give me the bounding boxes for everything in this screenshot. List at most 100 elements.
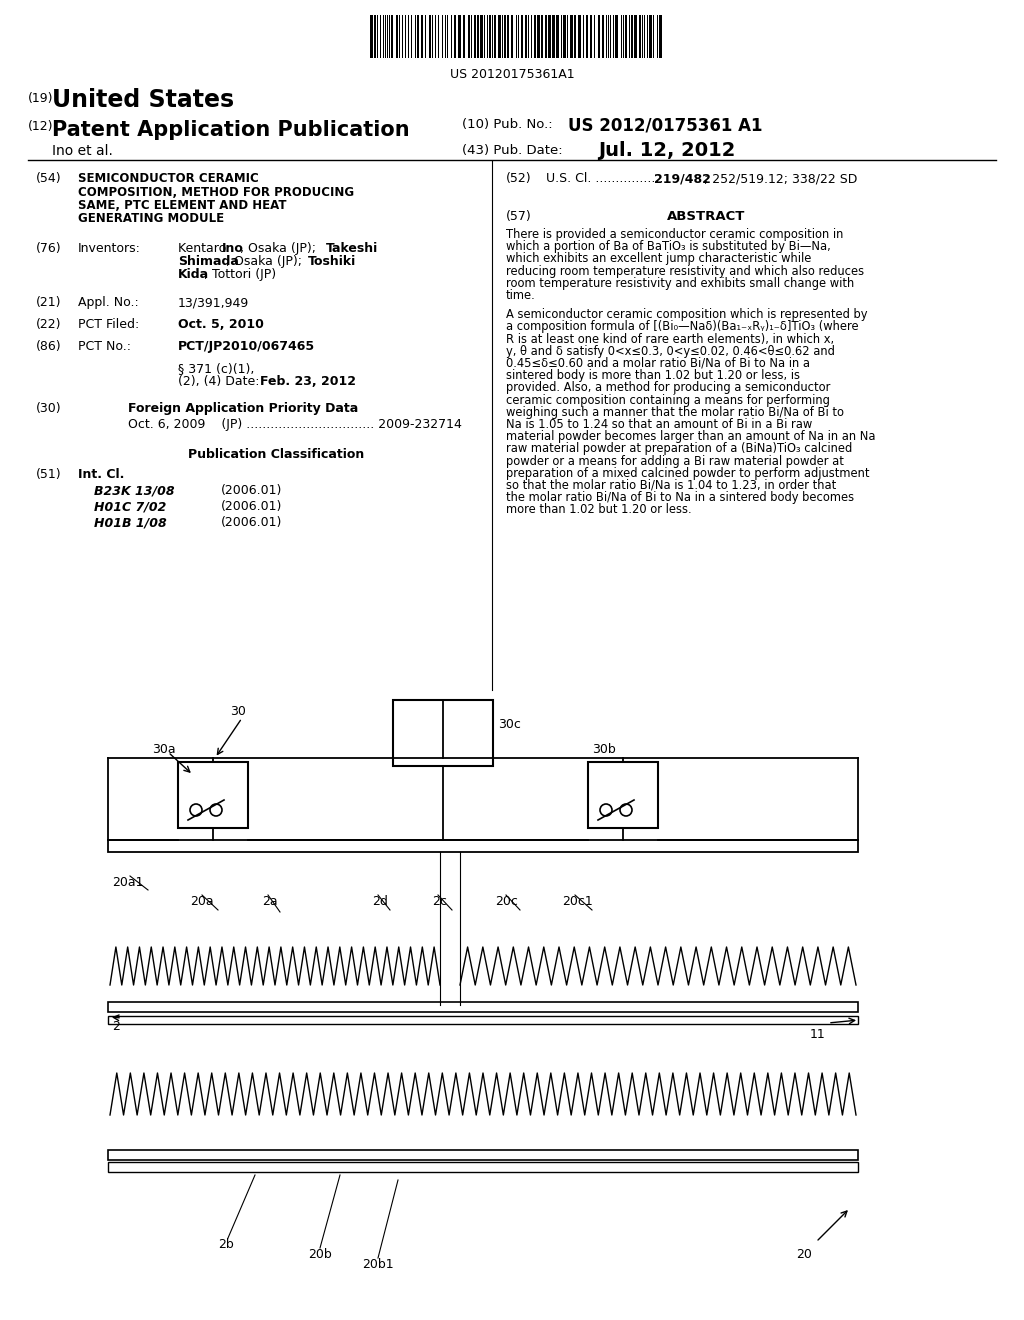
Text: which a portion of Ba of BaTiO₃ is substituted by Bi—Na,: which a portion of Ba of BaTiO₃ is subst… [506, 240, 830, 253]
Bar [578, 15, 581, 58]
Bar [507, 15, 509, 58]
Text: 13/391,949: 13/391,949 [178, 296, 249, 309]
Bar [421, 15, 423, 58]
Text: United States: United States [52, 88, 234, 112]
Text: PCT/JP2010/067465: PCT/JP2010/067465 [178, 341, 315, 352]
Text: SAME, PTC ELEMENT AND HEAT: SAME, PTC ELEMENT AND HEAT [78, 199, 287, 213]
Text: 30a: 30a [152, 743, 176, 756]
Bar [534, 15, 536, 58]
Bar [108, 1162, 858, 1172]
Text: 2d: 2d [372, 895, 388, 908]
Text: 0.45≤δ≤0.60 and a molar ratio Bi/Na of Bi to Na in a: 0.45≤δ≤0.60 and a molar ratio Bi/Na of B… [506, 356, 810, 370]
Text: raw material powder at preparation of a (BiNa)TiO₃ calcined: raw material powder at preparation of a … [506, 442, 852, 455]
Bar [631, 15, 633, 58]
Text: 2c: 2c [432, 895, 446, 908]
Bar [474, 15, 476, 58]
Text: 11: 11 [810, 1028, 825, 1041]
Text: 30b: 30b [592, 743, 615, 756]
Text: 2a: 2a [262, 895, 278, 908]
Bar [548, 15, 551, 58]
Text: 30: 30 [230, 705, 246, 718]
Bar [393, 700, 493, 766]
Text: US 2012/0175361 A1: US 2012/0175361 A1 [568, 116, 763, 135]
Text: 219/482: 219/482 [654, 172, 711, 185]
Text: (2006.01): (2006.01) [221, 516, 283, 529]
Text: the molar ratio Bi/Na of Bi to Na in a sintered body becomes: the molar ratio Bi/Na of Bi to Na in a s… [506, 491, 854, 504]
Text: a composition formula of [(Bi₀—Naδ)(Ba₁₋ₓRᵧ)₁₋δ]TiO₃ (where: a composition formula of [(Bi₀—Naδ)(Ba₁₋… [506, 321, 859, 334]
Text: sintered body is more than 1.02 but 1.20 or less, is: sintered body is more than 1.02 but 1.20… [506, 370, 800, 383]
Text: There is provided a semiconductor ceramic composition in: There is provided a semiconductor cerami… [506, 228, 844, 242]
Text: H01C 7/02: H01C 7/02 [94, 500, 166, 513]
Text: (2), (4) Date:: (2), (4) Date: [178, 375, 259, 388]
Text: SEMICONDUCTOR CERAMIC: SEMICONDUCTOR CERAMIC [78, 172, 259, 185]
Text: reducing room temperature resistivity and which also reduces: reducing room temperature resistivity an… [506, 264, 864, 277]
Text: , Osaka (JP);: , Osaka (JP); [240, 242, 316, 255]
Bar [429, 15, 431, 58]
Text: Kida: Kida [178, 268, 209, 281]
Text: (57): (57) [506, 210, 531, 223]
Text: 20a: 20a [190, 895, 214, 908]
Bar [541, 15, 543, 58]
Text: Publication Classification: Publication Classification [188, 447, 365, 461]
Text: Takeshi: Takeshi [326, 242, 378, 255]
Text: (2006.01): (2006.01) [221, 484, 283, 498]
Bar [498, 15, 501, 58]
Text: Na is 1.05 to 1.24 so that an amount of Bi in a Bi raw: Na is 1.05 to 1.24 so that an amount of … [506, 418, 812, 432]
Bar [545, 15, 547, 58]
Text: (12): (12) [28, 120, 53, 133]
Bar [511, 15, 513, 58]
Bar [574, 15, 575, 58]
Text: 20c: 20c [495, 895, 518, 908]
Bar [417, 15, 419, 58]
Text: Kentaro: Kentaro [178, 242, 230, 255]
Text: material powder becomes larger than an amount of Na in an Na: material powder becomes larger than an a… [506, 430, 876, 444]
Text: U.S. Cl. .................: U.S. Cl. ................. [546, 172, 664, 185]
Text: which exhibits an excellent jump characteristic while: which exhibits an excellent jump charact… [506, 252, 811, 265]
Bar [480, 15, 483, 58]
Bar [556, 15, 559, 58]
Text: Inventors:: Inventors: [78, 242, 141, 255]
Bar [108, 1150, 858, 1160]
Bar [504, 15, 506, 58]
Text: Jul. 12, 2012: Jul. 12, 2012 [598, 141, 735, 160]
Text: preparation of a mixed calcined powder to perform adjustment: preparation of a mixed calcined powder t… [506, 467, 869, 479]
Text: PCT No.:: PCT No.: [78, 341, 131, 352]
Text: B23K 13/08: B23K 13/08 [94, 484, 175, 498]
Text: (30): (30) [36, 403, 61, 414]
Bar [634, 15, 637, 58]
Bar [521, 15, 523, 58]
Text: 2: 2 [112, 1020, 120, 1034]
Text: A semiconductor ceramic composition which is represented by: A semiconductor ceramic composition whic… [506, 308, 867, 321]
Bar [625, 15, 627, 58]
Bar [563, 15, 566, 58]
Bar [552, 15, 555, 58]
Text: 20c1: 20c1 [562, 895, 593, 908]
Text: Shimada: Shimada [178, 255, 239, 268]
Text: H01B 1/08: H01B 1/08 [94, 516, 167, 529]
Bar [639, 15, 641, 58]
Text: (43) Pub. Date:: (43) Pub. Date: [462, 144, 562, 157]
Bar [458, 15, 461, 58]
Text: (22): (22) [36, 318, 61, 331]
Text: US 20120175361A1: US 20120175361A1 [450, 69, 574, 81]
Text: more than 1.02 but 1.20 or less.: more than 1.02 but 1.20 or less. [506, 503, 691, 516]
Text: (10) Pub. No.:: (10) Pub. No.: [462, 117, 553, 131]
Bar [463, 15, 465, 58]
Text: weighing such a manner that the molar ratio Bi/Na of Bi to: weighing such a manner that the molar ra… [506, 405, 844, 418]
Text: 20a1: 20a1 [112, 876, 143, 888]
Text: (52): (52) [506, 172, 531, 185]
Bar [537, 15, 540, 58]
Text: 20b1: 20b1 [362, 1258, 393, 1271]
Bar [370, 15, 373, 58]
Bar [178, 762, 248, 828]
Text: Oct. 5, 2010: Oct. 5, 2010 [178, 318, 264, 331]
Text: 30c: 30c [498, 718, 521, 731]
Text: (54): (54) [36, 172, 61, 185]
Bar [494, 15, 496, 58]
Bar [489, 15, 490, 58]
Text: (2006.01): (2006.01) [221, 500, 283, 513]
Text: PCT Filed:: PCT Filed: [78, 318, 139, 331]
Text: Oct. 6, 2009    (JP) ................................ 2009-232714: Oct. 6, 2009 (JP) ......................… [128, 418, 462, 432]
Text: Foreign Application Priority Data: Foreign Application Priority Data [128, 403, 358, 414]
Bar [570, 15, 573, 58]
